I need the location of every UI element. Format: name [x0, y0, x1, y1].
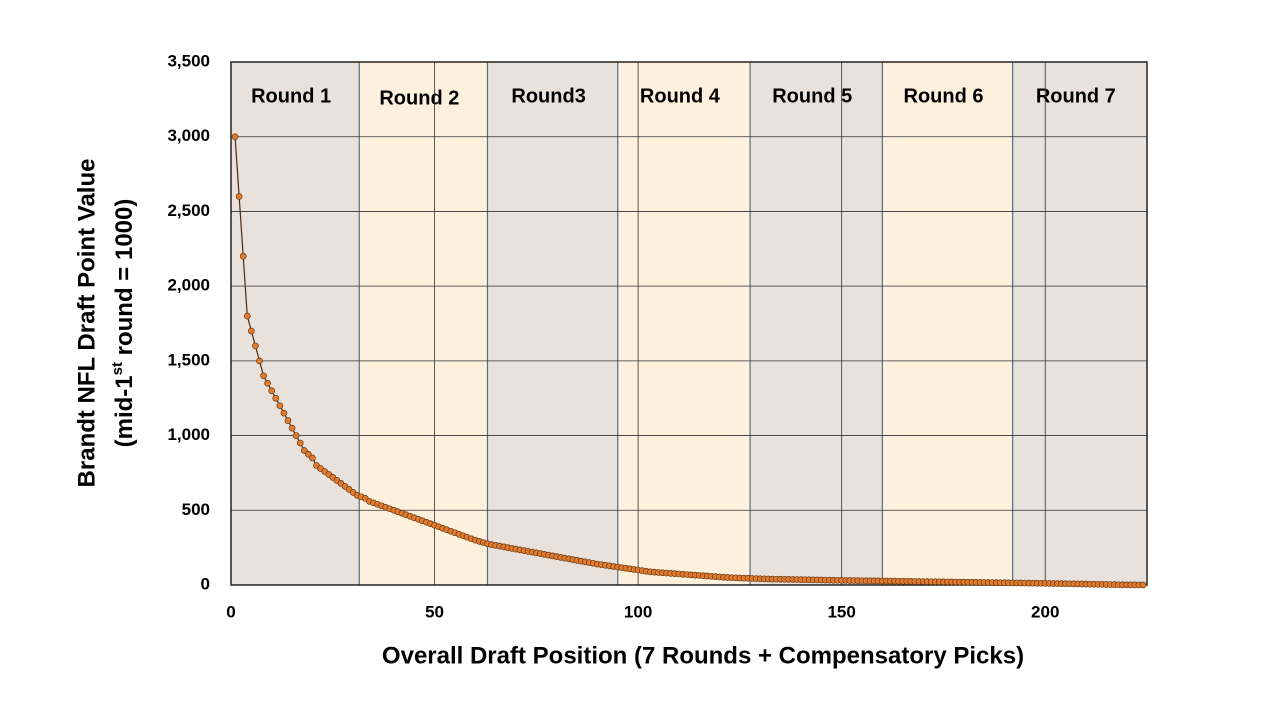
round-band [617, 62, 751, 585]
round-label: Round 7 [1036, 85, 1116, 107]
round-label: Round 2 [379, 87, 459, 109]
y-tick-label: 1,000 [167, 425, 210, 444]
y-label-part: (mid-1 [111, 375, 138, 447]
data-point [235, 193, 243, 200]
round-band [882, 62, 1013, 585]
round-band [750, 62, 883, 585]
x-tick-label: 50 [425, 602, 444, 621]
round-band [1012, 62, 1147, 585]
data-point [305, 450, 312, 458]
data-point [284, 417, 292, 424]
y-axis-label: (mid-1st round = 1000) [109, 199, 138, 448]
y-tick-label: 0 [201, 574, 210, 593]
data-point [239, 252, 247, 260]
round-label: Round 6 [904, 85, 984, 107]
data-point [256, 357, 263, 365]
data-point [264, 379, 271, 387]
data-point [292, 432, 300, 439]
y-tick-label: 1,500 [167, 350, 210, 369]
y-tick-label: 3,500 [167, 51, 210, 70]
x-tick-label: 150 [827, 602, 855, 621]
round-label: Round 4 [640, 85, 721, 107]
y-tick-label: 3,000 [167, 126, 210, 145]
data-point [280, 409, 288, 417]
grid: 0 500 1,000 1,500 2,000 2,500 3,000 3,500 0 50 100… [167, 51, 1148, 621]
data-point [309, 454, 316, 462]
data-point [1139, 581, 1147, 589]
y-tick-label: 2,500 [167, 201, 210, 220]
round-label: Round3 [511, 85, 585, 107]
data-point [288, 424, 296, 432]
x-tick-label: 0 [226, 602, 235, 621]
round-label: Round 5 [772, 85, 852, 107]
round-band [231, 62, 360, 585]
data-point [231, 133, 239, 141]
data-point [276, 402, 284, 410]
plot-border [230, 61, 1148, 586]
y-axis-label: Brandt NFL Draft Point Value [73, 159, 100, 488]
data-point [272, 394, 280, 402]
round-band [487, 62, 618, 585]
y-tick-label: 500 [182, 500, 210, 519]
y-tick-label: 2,000 [167, 276, 210, 295]
x-tick-label: 100 [624, 602, 652, 621]
data-point [252, 342, 259, 350]
y-label-sup: st [109, 362, 126, 375]
round-band [359, 62, 488, 585]
x-tick-label: 200 [1031, 602, 1059, 621]
data-point [296, 439, 304, 447]
y-label-part: round = 1000) [111, 199, 138, 362]
marks [231, 133, 1147, 589]
data-point [248, 327, 255, 335]
x-axis-label: Overall Draft Position (7 Rounds + Compe… [382, 642, 1024, 669]
bands: Round 1 Round 2 Round3 Round 4 Round 5 Round … [231, 62, 1147, 585]
data-point [260, 372, 267, 380]
round-label: Round 1 [251, 85, 331, 107]
data-point [243, 312, 251, 320]
data-point [268, 387, 276, 395]
data-point [300, 447, 308, 454]
